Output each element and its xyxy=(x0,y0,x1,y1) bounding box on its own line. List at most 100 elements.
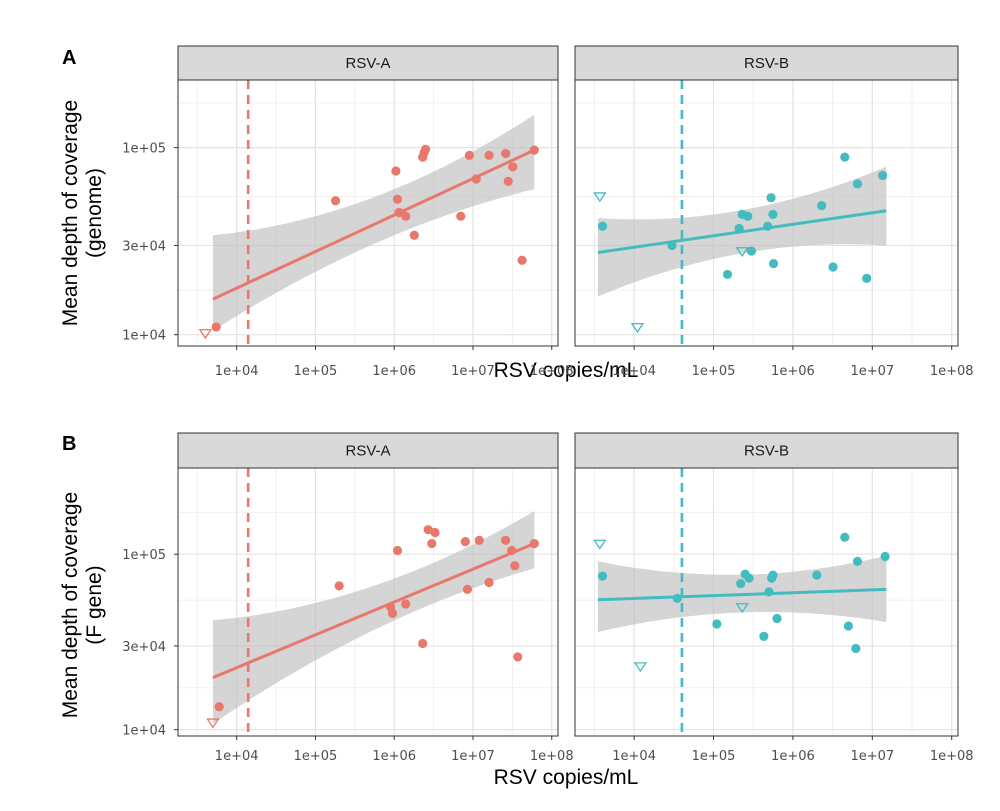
x-tick-label: 1e+08 xyxy=(930,364,974,379)
data-point xyxy=(211,322,221,332)
data-point xyxy=(484,150,494,160)
data-point xyxy=(427,538,437,549)
x-tick-label: 1e+07 xyxy=(850,749,894,764)
data-point xyxy=(401,211,411,221)
data-point xyxy=(420,144,431,154)
data-point xyxy=(746,246,757,256)
data-point xyxy=(529,145,539,155)
x-tick-label: 1e+04 xyxy=(215,749,259,764)
y-axis-title-line: Mean depth of coverage xyxy=(59,100,82,327)
facet-rsv-a: RSV-A 1e+04 1e+05 1e+06 1e+07 1e+08 xyxy=(177,432,574,764)
y-tick-label: 1e+04 xyxy=(122,724,166,739)
regression-line xyxy=(212,542,535,679)
x-tick-label: 1e+08 xyxy=(530,749,574,764)
data-point xyxy=(880,551,890,562)
data-point xyxy=(722,269,733,280)
facet-strip-label: RSV-A xyxy=(345,443,390,460)
data-point xyxy=(508,162,518,172)
data-point xyxy=(418,638,428,649)
data-point xyxy=(744,573,754,583)
x-tick-label: 1e+08 xyxy=(930,749,974,764)
x-axis-title: RSV copies/mL xyxy=(494,359,639,382)
data-point xyxy=(736,578,746,589)
y-axis-title: Mean depth of coverage(genome) xyxy=(59,100,106,327)
data-point xyxy=(460,536,470,547)
data-point xyxy=(394,207,404,218)
data-point xyxy=(843,621,854,631)
data-point xyxy=(764,587,774,597)
data-point xyxy=(828,262,838,272)
facet-strip xyxy=(177,432,559,469)
panel-border xyxy=(574,467,959,737)
censored-point xyxy=(735,247,749,258)
panel-label: B xyxy=(62,433,76,455)
facet-rsv-a: RSV-A 1e+04 1e+05 1e+06 1e+07 1e+08 xyxy=(177,45,574,379)
y-axis-title-line: (genome) xyxy=(83,168,106,258)
data-point xyxy=(501,148,511,159)
data-point xyxy=(851,643,861,654)
data-point xyxy=(387,608,398,618)
data-point xyxy=(772,613,782,624)
data-point xyxy=(513,652,523,662)
data-point xyxy=(529,538,539,549)
x-tick-label: 1e+06 xyxy=(372,364,416,379)
x-tick-label: 1e+04 xyxy=(612,749,656,764)
confidence-band xyxy=(212,114,535,331)
facet-strip xyxy=(574,45,959,81)
data-point xyxy=(862,273,872,283)
y-axis-title-line: Mean depth of coverage xyxy=(59,492,82,719)
facet-strip-label: RSV-B xyxy=(744,55,789,72)
censored-point xyxy=(735,603,749,614)
data-point xyxy=(503,176,513,187)
x-tick-label: 1e+08 xyxy=(530,364,574,379)
y-tick-label: 1e+04 xyxy=(122,329,166,344)
data-point xyxy=(672,593,682,603)
data-point xyxy=(759,631,769,642)
x-tick-label: 1e+05 xyxy=(294,749,338,764)
x-tick-label: 1e+06 xyxy=(372,749,416,764)
x-tick-label: 1e+07 xyxy=(451,749,495,764)
data-point xyxy=(734,223,744,234)
data-point xyxy=(852,556,863,566)
data-point xyxy=(763,221,773,231)
facet-strip xyxy=(177,45,559,81)
data-point xyxy=(712,619,722,629)
facet-strip-label: RSV-A xyxy=(345,55,390,72)
x-tick-label: 1e+07 xyxy=(850,364,894,379)
facet-strip-label: RSV-B xyxy=(744,443,789,460)
data-point xyxy=(330,196,341,206)
data-point xyxy=(501,535,511,545)
data-point xyxy=(456,211,466,221)
data-point xyxy=(597,221,608,231)
y-tick-label: 3e+04 xyxy=(122,239,166,254)
data-point xyxy=(462,584,473,595)
data-point xyxy=(334,581,344,591)
data-point xyxy=(597,571,608,581)
x-tick-label: 1e+06 xyxy=(771,364,815,379)
x-tick-label: 1e+05 xyxy=(692,749,736,764)
y-tick-label: 3e+04 xyxy=(122,640,166,655)
x-tick-label: 1e+06 xyxy=(771,749,815,764)
facet-rsv-b: RSV-B 1e+04 1e+05 1e+06 1e+07 1e+08 xyxy=(574,45,974,379)
x-tick-label: 1e+05 xyxy=(692,364,736,379)
data-point xyxy=(517,255,527,265)
data-point xyxy=(817,200,827,211)
censored-point xyxy=(593,192,607,203)
data-point xyxy=(768,258,779,269)
panel-content xyxy=(575,80,958,346)
data-point xyxy=(768,570,778,580)
y-axis-title-line: (F gene) xyxy=(83,565,106,644)
facet-rsv-b: RSV-B 1e+04 1e+05 1e+06 1e+07 1e+08 xyxy=(574,432,974,764)
data-point xyxy=(464,150,474,160)
data-point xyxy=(471,174,481,184)
data-point xyxy=(768,209,778,219)
x-tick-label: 1e+04 xyxy=(612,364,656,379)
censored-point xyxy=(593,539,607,550)
x-tick-label: 1e+04 xyxy=(215,364,259,379)
confidence-band xyxy=(212,511,535,724)
plot-b: B Mean depth of coverage(F gene) RSV copie… xyxy=(59,432,974,789)
data-point xyxy=(409,230,419,240)
censored-point xyxy=(630,322,645,334)
panel-content xyxy=(178,80,558,346)
x-tick-label: 1e+05 xyxy=(294,364,338,379)
